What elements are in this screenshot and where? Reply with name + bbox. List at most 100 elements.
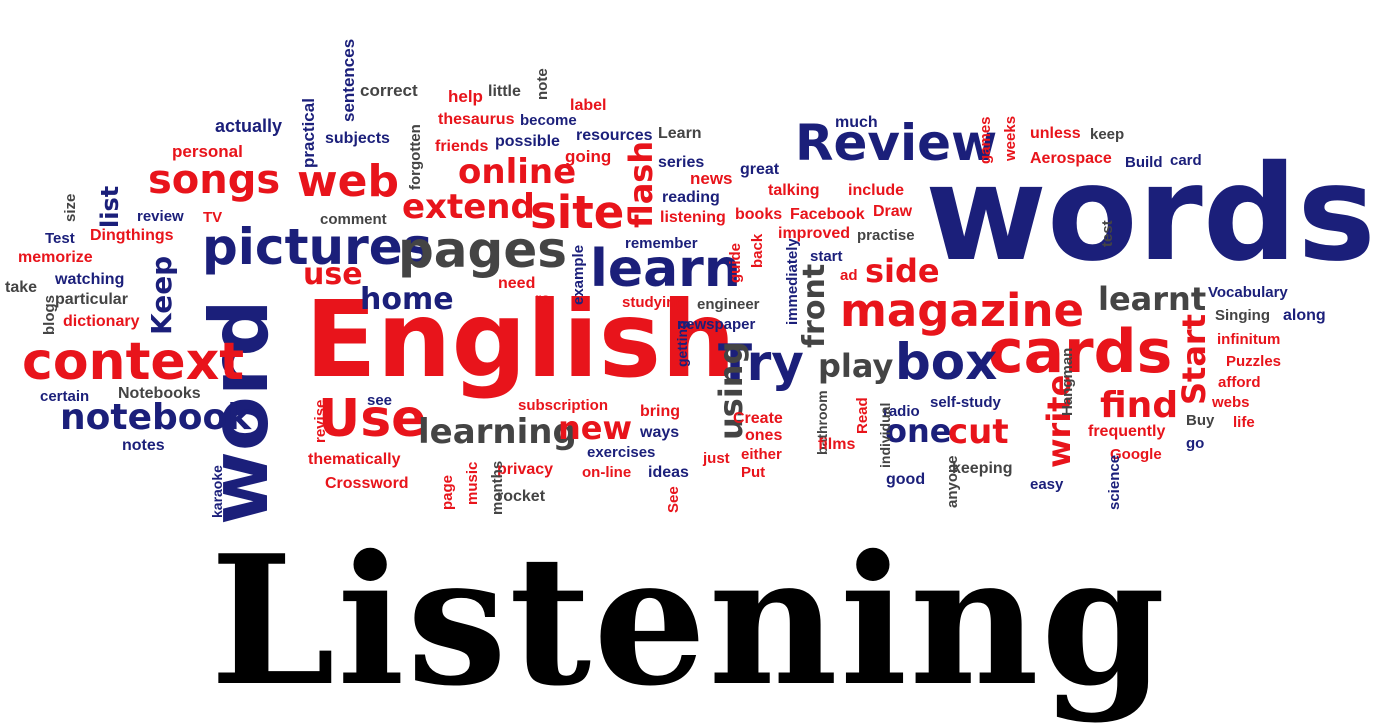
- cloud-word: Dingthings: [90, 227, 174, 244]
- cloud-word: songs: [148, 157, 281, 203]
- cloud-word: subjects: [325, 130, 390, 147]
- cloud-word: certain: [40, 388, 90, 405]
- cloud-word: thesaurus: [438, 111, 515, 128]
- cloud-word: card: [1170, 152, 1202, 169]
- cloud-word: life: [1233, 414, 1255, 431]
- cloud-word: subscription: [518, 397, 609, 414]
- cloud-word: webs: [1212, 394, 1250, 411]
- cloud-word: along: [1283, 307, 1326, 324]
- cloud-word: pictures: [202, 218, 433, 276]
- cloud-word: site: [530, 186, 625, 239]
- cloud-word: sentences: [339, 38, 358, 122]
- cloud-word: good: [886, 471, 926, 488]
- cloud-word: getting: [674, 320, 690, 367]
- cloud-word: learnt: [1098, 280, 1207, 318]
- cloud-word: side: [865, 252, 940, 290]
- cloud-word: Singing: [1215, 307, 1270, 324]
- cloud-word: either: [741, 446, 782, 463]
- cloud-word: new: [558, 409, 633, 447]
- cloud-word: possible: [495, 133, 560, 150]
- cloud-word: Notebooks: [118, 385, 201, 402]
- cloud-word: rs: [535, 291, 551, 308]
- cloud-word: Put: [741, 464, 766, 481]
- cloud-word: correct: [360, 81, 418, 100]
- cloud-word: exercises: [587, 444, 656, 461]
- cloud-word: music: [464, 461, 481, 505]
- cloud-word: words: [925, 137, 1376, 291]
- cloud-word: practise: [857, 227, 915, 244]
- cloud-word: Aerospace: [1030, 150, 1112, 167]
- cloud-word: list: [96, 185, 124, 228]
- cloud-word: keeping: [952, 460, 1013, 477]
- cloud-word: cards: [988, 317, 1173, 387]
- cloud-word: one: [885, 412, 952, 450]
- cloud-word: Hangman: [1059, 347, 1076, 416]
- cloud-word: privacy: [497, 461, 554, 478]
- cloud-word: Start: [1175, 313, 1213, 405]
- cloud-word: news: [690, 169, 733, 188]
- cloud-word: much: [835, 114, 878, 131]
- cloud-word: going: [565, 147, 612, 166]
- cloud-word: engineer: [697, 296, 760, 313]
- cloud-word: play: [818, 347, 894, 385]
- cloud-word: learning: [418, 412, 577, 452]
- cloud-word: frequently: [1088, 423, 1166, 440]
- cloud-word: test: [1099, 220, 1116, 247]
- cloud-word: Use: [318, 389, 427, 449]
- cloud-word: web: [297, 156, 399, 207]
- cloud-word: use: [303, 257, 363, 292]
- cloud-word: Facebook: [790, 206, 865, 223]
- cloud-word: easy: [1030, 476, 1064, 493]
- cloud-word: studying: [622, 294, 685, 311]
- cloud-word: review: [137, 208, 184, 225]
- cloud-word: personal: [172, 142, 243, 161]
- cloud-word: Keep: [145, 255, 178, 335]
- cloud-word: ideas: [648, 464, 689, 481]
- cloud-word: revise: [312, 399, 329, 443]
- cloud-word: games: [977, 116, 994, 164]
- cloud-word: need: [498, 275, 536, 292]
- cloud-word: include: [848, 182, 905, 199]
- cloud-word: practical: [299, 98, 318, 168]
- cloud-word: page: [439, 474, 456, 510]
- cloud-word: See: [665, 486, 682, 513]
- cloud-word: individual: [877, 402, 893, 468]
- cloud-word: Build: [1125, 154, 1163, 171]
- cloud-word: help: [448, 87, 483, 106]
- cloud-word: context: [22, 332, 245, 392]
- cloud-word: Try: [718, 334, 804, 392]
- cloud-word: Learn: [658, 125, 702, 142]
- cloud-word: ways: [640, 424, 680, 441]
- cloud-word: size: [62, 193, 79, 222]
- cloud-word: Test: [45, 230, 75, 247]
- cloud-word: pages: [398, 221, 567, 279]
- cloud-word: immediately: [784, 238, 801, 325]
- cloud-word: ad: [840, 267, 858, 284]
- cloud-word: watching: [55, 271, 125, 288]
- cloud-word: bring: [640, 403, 680, 420]
- cloud-word: self-study: [930, 394, 1001, 411]
- cloud-word: infinitum: [1217, 331, 1281, 348]
- cloud-word: ones: [745, 427, 783, 444]
- cloud-word: on-line: [582, 464, 632, 481]
- cloud-word: cut: [948, 412, 1009, 452]
- cloud-word: become: [520, 112, 577, 129]
- cloud-word: learn: [590, 239, 741, 299]
- cloud-word: rocket: [497, 488, 546, 505]
- cloud-word: Vocabulary: [1208, 284, 1288, 301]
- cloud-word: find: [1100, 385, 1179, 426]
- cloud-word: flash: [622, 140, 660, 228]
- cloud-word: resources: [576, 127, 653, 144]
- cloud-word: science: [1106, 454, 1123, 510]
- cloud-word: dictionary: [63, 313, 140, 330]
- cloud-word: extend: [402, 187, 535, 227]
- cloud-word: keep: [1090, 126, 1125, 143]
- cloud-word: Google: [1110, 446, 1162, 463]
- cloud-word: Create: [733, 410, 783, 427]
- cloud-word: afford: [1218, 374, 1261, 391]
- cloud-word: see: [367, 392, 393, 409]
- cloud-word: karaoke: [209, 465, 225, 518]
- cloud-word: online: [458, 152, 577, 192]
- cloud-word: front: [797, 263, 832, 348]
